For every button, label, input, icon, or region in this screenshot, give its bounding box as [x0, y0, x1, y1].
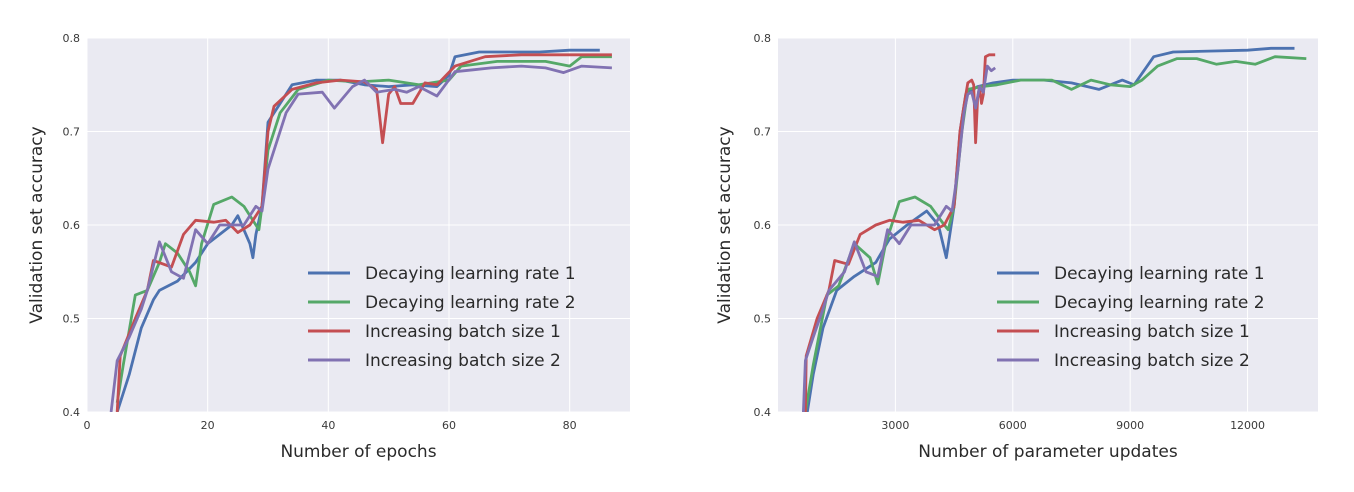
legend-label: Decaying learning rate 2 [365, 293, 576, 313]
x-tick-label: 12000 [1230, 419, 1265, 432]
series-line-2 [804, 55, 1307, 412]
legend: Decaying learning rate 1 Decaying learnin… [308, 264, 576, 371]
legend-label: Increasing batch size 2 [365, 351, 561, 371]
y-tick-label: 0.4 [754, 406, 772, 419]
y-tick-label: 0.8 [754, 32, 772, 45]
y-tick-label: 0.7 [63, 126, 81, 139]
x-tick-label: 40 [321, 419, 335, 432]
x-tick-label: 6000 [999, 419, 1027, 432]
y-tick-label: 0.6 [63, 219, 81, 232]
chart-epochs: 0 20 40 60 80 0.4 0.5 0.6 0.7 0.8 Number of epochs… [27, 32, 630, 462]
x-tick-label: 0 [84, 419, 91, 432]
y-axis-label: Validation set accuracy [27, 126, 47, 323]
y-tick-label: 0.5 [754, 313, 772, 326]
series-line-4 [109, 64, 612, 412]
x-tick-label: 60 [442, 419, 456, 432]
legend-label: Decaying learning rate 1 [1054, 264, 1265, 284]
x-tick-label: 3000 [881, 419, 909, 432]
y-tick-label: 0.5 [63, 313, 81, 326]
y-tick-label: 0.6 [754, 219, 772, 232]
legend: Decaying learning rate 1 Decaying learnin… [997, 264, 1265, 371]
legend-label: Decaying learning rate 2 [1054, 293, 1265, 313]
legend-label: Increasing batch size 1 [1054, 322, 1250, 342]
y-tick-label: 0.4 [63, 406, 81, 419]
x-tick-label: 20 [201, 419, 215, 432]
legend-label: Increasing batch size 1 [365, 322, 561, 342]
y-tick-label: 0.7 [754, 126, 772, 139]
x-tick-label: 9000 [1116, 419, 1144, 432]
x-tick-label: 80 [563, 419, 577, 432]
chart-parameter-updates: 3000 6000 9000 12000 0.4 0.5 0.6 0.7 0.8 Number o… [715, 32, 1318, 462]
chart-panel-epochs: 0 20 40 60 80 0.4 0.5 0.6 0.7 0.8 Number of epochs… [0, 0, 677, 488]
legend-label: Decaying learning rate 1 [365, 264, 576, 284]
chart-panel-updates: 3000 6000 9000 12000 0.4 0.5 0.6 0.7 0.8 Number o… [677, 0, 1354, 488]
legend-label: Increasing batch size 2 [1054, 351, 1250, 371]
y-tick-label: 0.8 [63, 32, 81, 45]
series-line-3 [115, 53, 612, 412]
series-line-4 [802, 64, 997, 412]
x-axis-label: Number of parameter updates [918, 442, 1178, 462]
series-line-1 [115, 48, 600, 412]
y-axis-label: Validation set accuracy [715, 126, 735, 323]
x-axis-label: Number of epochs [280, 442, 436, 462]
